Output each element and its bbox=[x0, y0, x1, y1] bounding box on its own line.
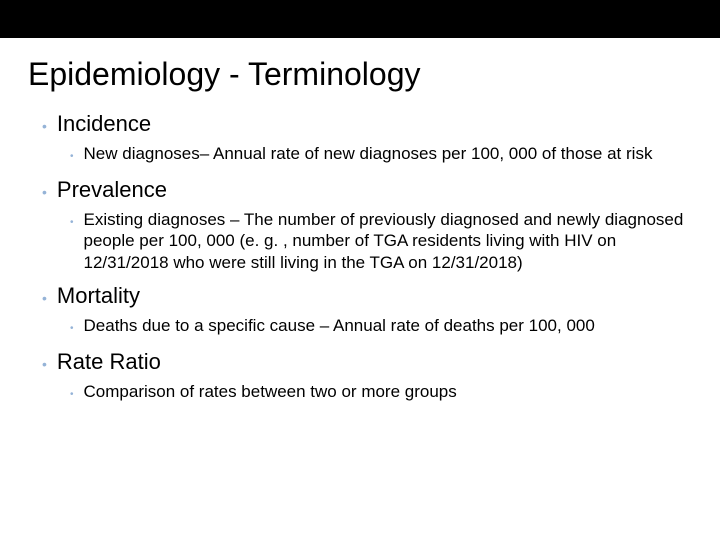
definition-list: • New diagnoses– Annual rate of new diag… bbox=[42, 143, 692, 167]
bullet-icon: • bbox=[70, 319, 74, 339]
term-label: Prevalence bbox=[57, 177, 167, 203]
term-list: • Incidence • New diagnoses– Annual rate… bbox=[28, 111, 692, 405]
bullet-icon: • bbox=[42, 181, 47, 203]
definition-item: • New diagnoses– Annual rate of new diag… bbox=[70, 143, 692, 167]
term-item: • Mortality • Deaths due to a specific c… bbox=[42, 283, 692, 339]
term-label: Rate Ratio bbox=[57, 349, 161, 375]
top-bar bbox=[0, 0, 720, 38]
definition-item: • Existing diagnoses – The number of pre… bbox=[70, 209, 692, 273]
bullet-icon: • bbox=[70, 147, 74, 167]
term-item: • Rate Ratio • Comparison of rates betwe… bbox=[42, 349, 692, 405]
definition-item: • Comparison of rates between two or mor… bbox=[70, 381, 692, 405]
definition-list: • Comparison of rates between two or mor… bbox=[42, 381, 692, 405]
bullet-icon: • bbox=[42, 287, 47, 309]
definition-text: Deaths due to a specific cause – Annual … bbox=[84, 315, 595, 336]
slide-content: Epidemiology - Terminology • Incidence •… bbox=[0, 38, 720, 405]
bullet-icon: • bbox=[42, 353, 47, 375]
definition-list: • Existing diagnoses – The number of pre… bbox=[42, 209, 692, 273]
definition-text: Existing diagnoses – The number of previ… bbox=[84, 209, 692, 273]
bullet-icon: • bbox=[42, 115, 47, 137]
definition-text: New diagnoses– Annual rate of new diagno… bbox=[84, 143, 653, 164]
definition-text: Comparison of rates between two or more … bbox=[84, 381, 457, 402]
term-label: Mortality bbox=[57, 283, 140, 309]
page-title: Epidemiology - Terminology bbox=[28, 56, 692, 93]
term-item: • Incidence • New diagnoses– Annual rate… bbox=[42, 111, 692, 167]
term-item: • Prevalence • Existing diagnoses – The … bbox=[42, 177, 692, 273]
definition-item: • Deaths due to a specific cause – Annua… bbox=[70, 315, 692, 339]
bullet-icon: • bbox=[70, 213, 74, 233]
term-label: Incidence bbox=[57, 111, 151, 137]
definition-list: • Deaths due to a specific cause – Annua… bbox=[42, 315, 692, 339]
bullet-icon: • bbox=[70, 385, 74, 405]
